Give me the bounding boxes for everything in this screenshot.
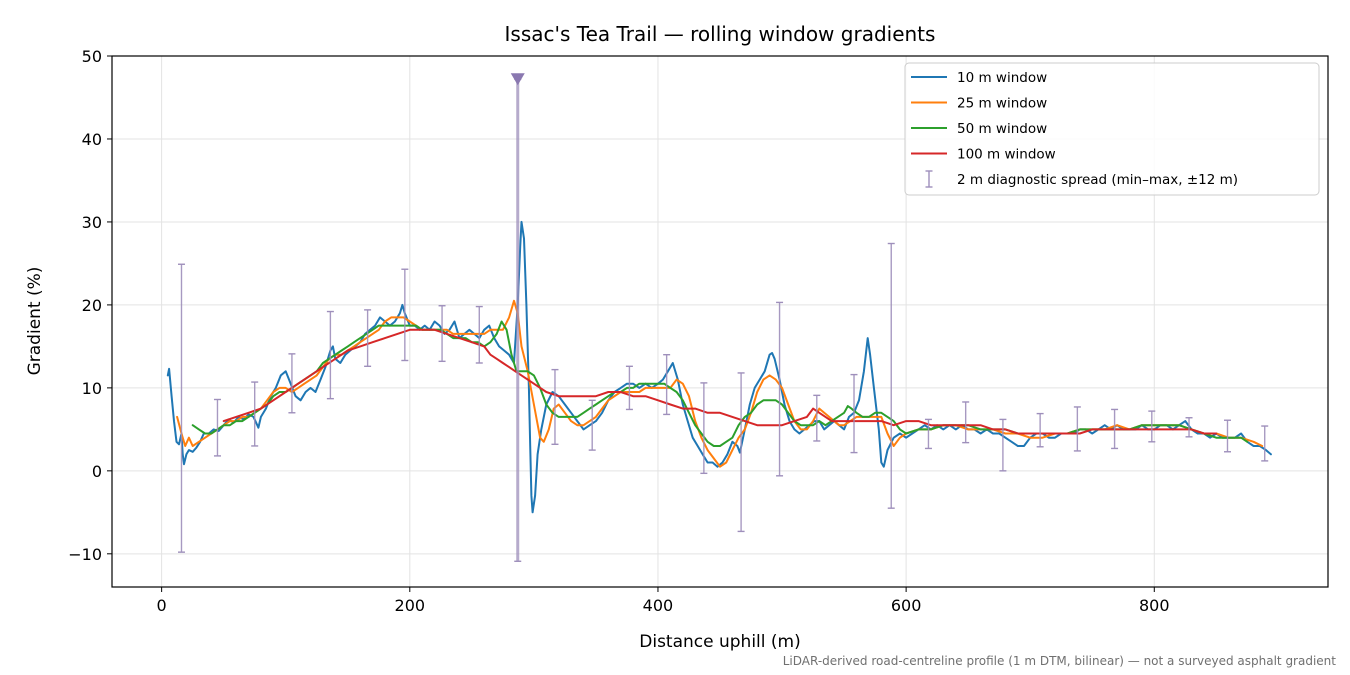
y-tick-label: 40 — [82, 130, 102, 149]
diagnostic-errorbar — [999, 418, 1007, 472]
legend-entry-0: 10 m window — [911, 70, 1047, 86]
y-tick-label: 30 — [82, 213, 102, 232]
y-tick-label: 0 — [92, 462, 102, 481]
diagnostic-errorbar — [551, 368, 559, 445]
legend-entry-4: 2 m diagnostic spread (min–max, ±12 m) — [925, 170, 1238, 188]
legend-entry-1: 25 m window — [911, 96, 1047, 112]
diagnostic-errorbar — [700, 382, 708, 475]
diagnostic-errorbars — [177, 73, 1269, 562]
diagnostic-errorbar — [364, 309, 372, 368]
diagnostic-errorbar — [1223, 419, 1231, 453]
diagnostic-errorbar — [326, 310, 334, 400]
x-tick-label: 400 — [643, 596, 674, 615]
legend-label: 25 m window — [957, 96, 1047, 112]
y-tick-label: 50 — [82, 47, 102, 66]
diagnostic-errorbar — [1111, 408, 1119, 450]
x-axis-title: Distance uphill (m) — [639, 632, 800, 652]
diagnostic-errorbar — [850, 373, 858, 454]
diagnostic-errorbar — [1261, 425, 1269, 462]
legend-label: 50 m window — [957, 121, 1047, 137]
legend-entry-3: 100 m window — [911, 147, 1056, 163]
chart-title: Issac's Tea Trail — rolling window gradi… — [505, 22, 936, 46]
diagnostic-errorbar — [813, 394, 821, 442]
y-tick-label: 20 — [82, 296, 102, 315]
clipped-value-marker — [510, 73, 525, 86]
x-tick-label: 800 — [1139, 596, 1170, 615]
legend-entry-2: 50 m window — [911, 121, 1047, 137]
series-line-1 — [176, 299, 1264, 468]
series-line-3 — [222, 328, 1218, 435]
series-line-2 — [191, 320, 1249, 447]
y-axis-title: Gradient (%) — [25, 267, 45, 376]
diagnostic-errorbar — [776, 301, 784, 477]
diagnostic-errorbar — [177, 263, 185, 553]
diagnostic-errorbar — [1148, 410, 1156, 443]
y-tick-label: 10 — [82, 379, 102, 398]
diagnostic-errorbar — [737, 372, 745, 533]
legend: 10 m window 25 m window 50 m window 100 m w… — [904, 62, 1320, 196]
y-tick-label: −10 — [68, 545, 102, 564]
diagnostic-errorbar — [924, 418, 932, 450]
series-line-0 — [166, 220, 1272, 514]
legend-label: 2 m diagnostic spread (min–max, ±12 m) — [957, 172, 1238, 188]
series-lines — [166, 220, 1272, 514]
diagnostic-errorbar — [1185, 417, 1193, 438]
plot-frame — [111, 55, 1329, 588]
x-tick-label: 200 — [395, 596, 426, 615]
diagnostic-errorbar — [1036, 412, 1044, 448]
legend-label: 100 m window — [957, 147, 1056, 163]
diagnostic-errorbar — [514, 78, 522, 562]
diagnostic-errorbar — [401, 268, 409, 362]
x-tick-label: 600 — [891, 596, 922, 615]
diagnostic-errorbar — [475, 305, 483, 364]
axis-ticks: 0 200 400 600 800 −10 0 10 20 30 40 50 — [68, 47, 1169, 615]
diagnostic-errorbar — [887, 242, 895, 509]
legend-box — [904, 62, 1320, 196]
diagnostic-errorbar — [288, 353, 296, 414]
diagnostic-errorbar — [213, 398, 221, 457]
diagnostic-errorbar — [962, 401, 970, 444]
legend-label: 10 m window — [957, 70, 1047, 86]
diagnostic-errorbar — [663, 353, 671, 416]
diagnostic-errorbar — [1073, 406, 1081, 452]
diagnostic-errorbar — [438, 305, 446, 363]
x-tick-label: 0 — [157, 596, 167, 615]
diagnostic-errorbar — [251, 381, 259, 447]
chart-footnote: LiDAR-derived road-centreline profile (1… — [783, 654, 1337, 668]
diagnostic-errorbar — [588, 399, 596, 451]
diagnostic-errorbar — [625, 365, 633, 411]
